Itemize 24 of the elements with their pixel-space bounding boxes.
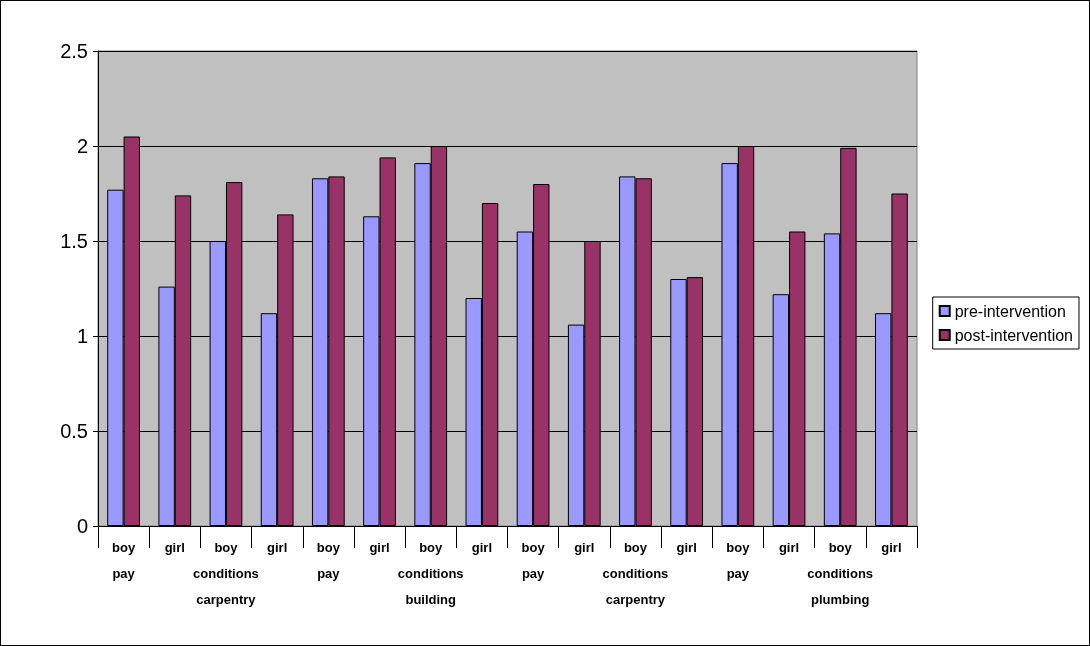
y-tick-label: 2 [76,135,88,157]
x-tick-label: boy conditions carpentry [602,539,669,607]
legend-label: pre-intervention [954,302,1066,320]
x-tick-label: girl [676,539,697,555]
x-tick-label: boy pay [112,539,136,581]
x-tick-label: boy conditions carpentry [193,539,259,607]
x-tick-label: girl [369,539,390,555]
x-tick-label: girl [471,539,493,555]
y-tick-label: 0.5 [60,420,88,442]
x-tick-label: girl [778,539,800,555]
x-tick-label: boy pay [316,539,341,581]
y-tick-label: 0 [76,515,88,537]
x-tick-label: girl [881,539,902,555]
x-tick-label: boy pay [521,539,546,581]
legend-label: post-intervention [954,326,1074,344]
y-tick-label: 1 [76,325,88,347]
x-tick-label: girl [574,539,595,555]
x-tick-label: girl [267,539,288,555]
x-tick-label: girl [164,539,185,555]
x-tick-label: boy conditions building [397,539,464,607]
x-tick-label: boy pay [726,539,751,581]
y-tick-label: 1.5 [60,230,88,252]
y-tick-label: 2.5 [60,40,88,62]
x-tick-label: boy conditions plumbing [807,539,874,607]
